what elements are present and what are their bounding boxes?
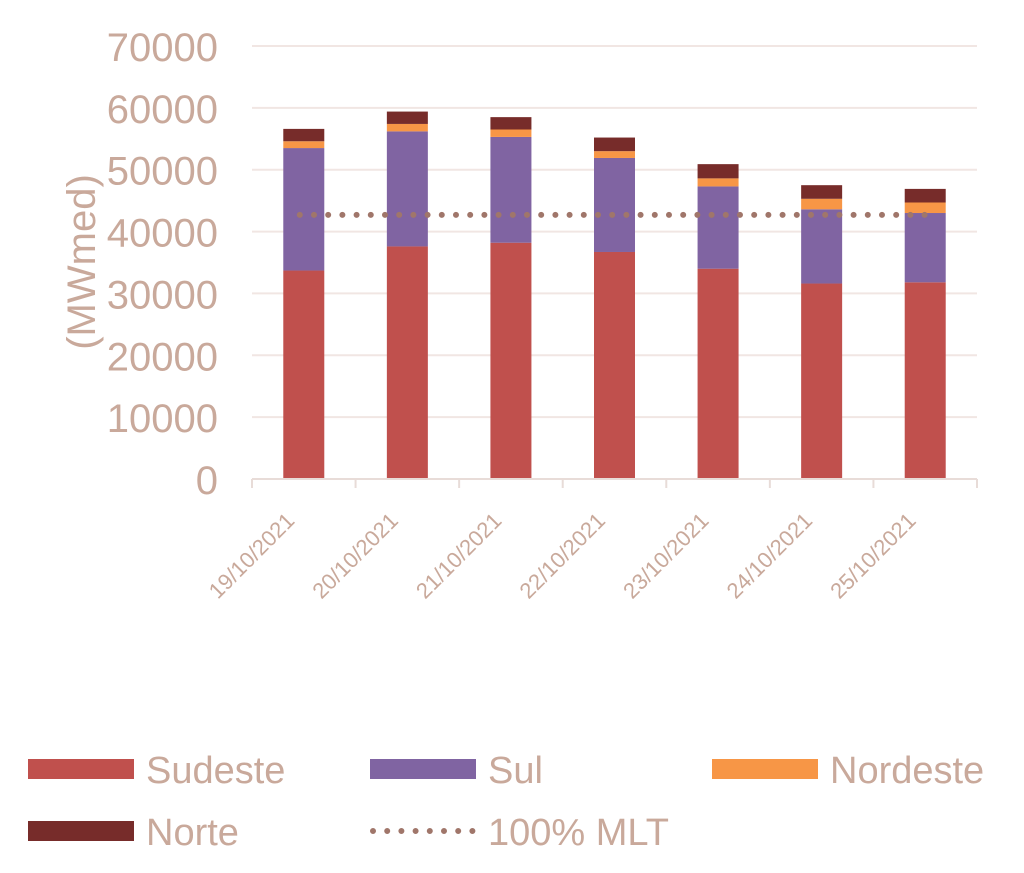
y-tick-label: 70000 bbox=[107, 26, 218, 70]
y-axis: 0 10000 20000 30000 40000 50000 60000 70000 bbox=[107, 26, 218, 503]
bar-segment-sul bbox=[904, 213, 946, 283]
bar-segment-sudeste bbox=[801, 283, 843, 479]
x-tick-label: 23/10/2021 bbox=[618, 508, 714, 604]
legend-label: Norte bbox=[146, 812, 239, 854]
bar-segment-nordeste bbox=[594, 151, 635, 158]
bar-segment-nordeste bbox=[283, 141, 325, 149]
y-axis-label: (MWmed) bbox=[60, 174, 104, 350]
bars bbox=[283, 111, 946, 479]
bar-segment-sul bbox=[283, 148, 325, 271]
legend-label: Nordeste bbox=[830, 750, 984, 792]
legend-label: Sudeste bbox=[146, 750, 285, 792]
bar-segment-norte bbox=[801, 185, 843, 199]
bar-segment-sudeste bbox=[490, 242, 532, 479]
legend: Sudeste Sul Nordeste Norte 100% MLT bbox=[28, 750, 984, 854]
x-axis: 19/10/2021 20/10/2021 21/10/2021 22/10/2021… bbox=[204, 478, 978, 604]
bar-segment-sul bbox=[386, 131, 428, 247]
y-tick-label: 60000 bbox=[107, 88, 218, 132]
bar-segment-sudeste bbox=[386, 246, 428, 479]
y-tick-label: 40000 bbox=[107, 212, 218, 256]
bar-segment-sul bbox=[594, 157, 635, 252]
bar-segment-norte bbox=[697, 164, 739, 179]
bar-segment-sul bbox=[697, 186, 739, 269]
legend-label: Sul bbox=[488, 750, 543, 792]
legend-swatch bbox=[712, 759, 818, 779]
bar-segment-norte bbox=[490, 117, 532, 130]
y-tick-label: 0 bbox=[196, 459, 218, 503]
bar-segment-sudeste bbox=[283, 270, 325, 479]
x-tick-label: 20/10/2021 bbox=[307, 508, 403, 604]
x-tick-label: 22/10/2021 bbox=[514, 508, 610, 604]
x-tick-label: 24/10/2021 bbox=[722, 508, 818, 604]
legend-label: 100% MLT bbox=[488, 812, 669, 854]
bar-segment-sudeste bbox=[697, 268, 739, 479]
bar-segment-nordeste bbox=[490, 129, 532, 137]
bar-segment-sudeste bbox=[594, 251, 635, 479]
y-tick-label: 30000 bbox=[107, 273, 218, 317]
y-tick-label: 10000 bbox=[107, 397, 218, 441]
legend-swatch bbox=[28, 821, 134, 841]
bar-segment-sul bbox=[801, 209, 843, 284]
x-tick-label: 19/10/2021 bbox=[204, 508, 300, 604]
bar-segment-nordeste bbox=[697, 178, 739, 187]
bar-segment-sudeste bbox=[904, 282, 946, 479]
y-tick-label: 20000 bbox=[107, 335, 218, 379]
bar-segment-norte bbox=[283, 128, 325, 142]
bar-segment-nordeste bbox=[386, 123, 428, 132]
bar-segment-sul bbox=[490, 136, 532, 243]
bar-segment-norte bbox=[904, 188, 946, 203]
bar-segment-nordeste bbox=[904, 202, 946, 214]
legend-swatch bbox=[370, 759, 476, 779]
legend-swatch bbox=[28, 759, 134, 779]
y-tick-label: 50000 bbox=[107, 150, 218, 194]
x-tick-label: 21/10/2021 bbox=[411, 508, 507, 604]
x-tick-label: 25/10/2021 bbox=[825, 508, 921, 604]
bar-segment-norte bbox=[386, 111, 428, 124]
bar-segment-nordeste bbox=[801, 198, 843, 210]
bar-segment-norte bbox=[594, 137, 635, 152]
